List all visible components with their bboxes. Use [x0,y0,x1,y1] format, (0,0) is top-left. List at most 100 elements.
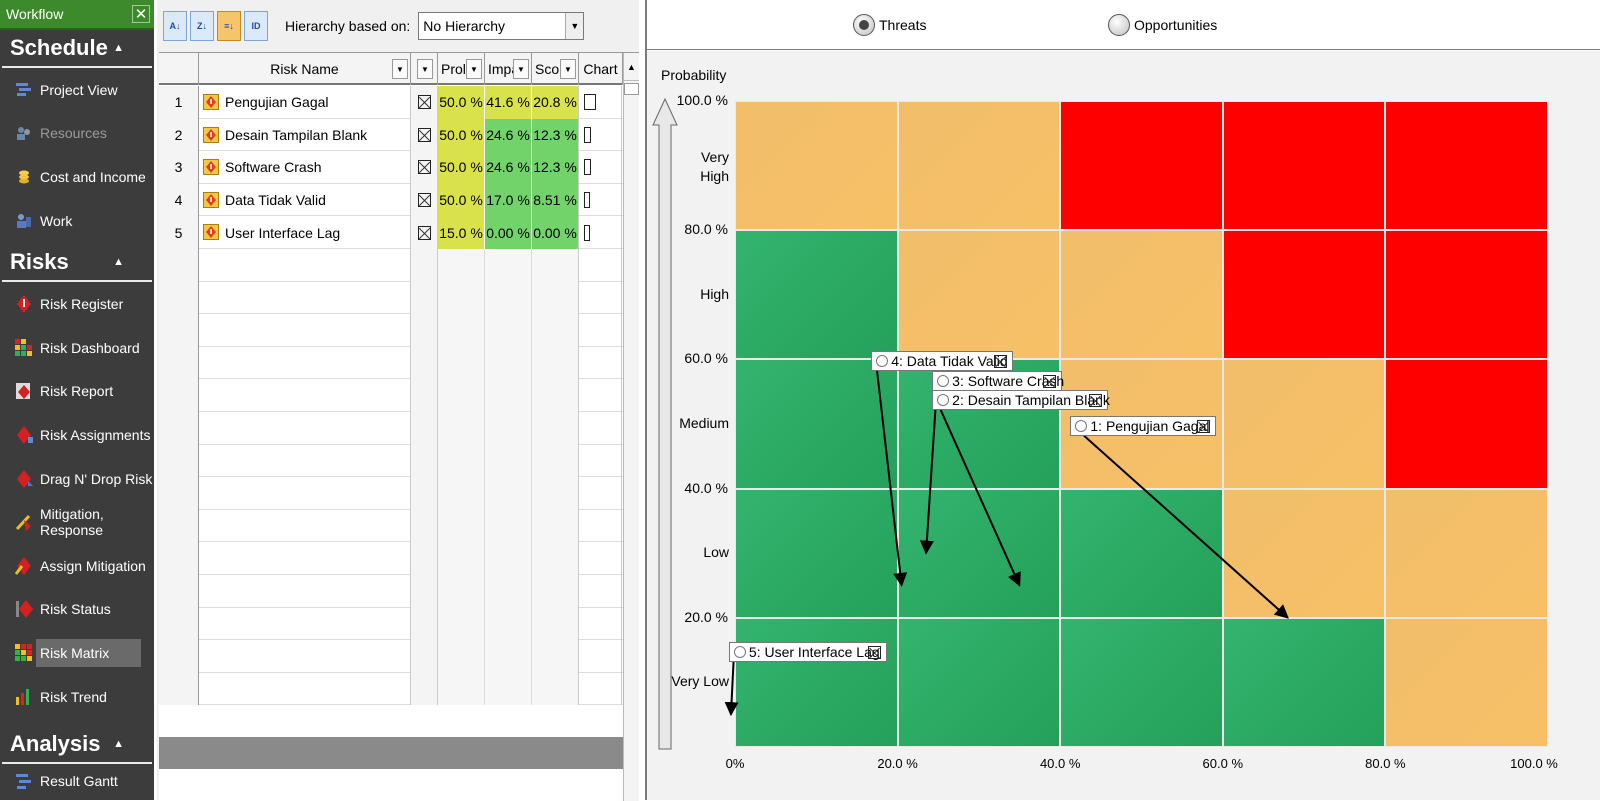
matrix-cell-red[interactable] [1385,230,1548,360]
nav-cost-income[interactable]: Cost and Income [0,155,154,199]
header-impact[interactable]: Impa ▼ [485,53,532,85]
table-row[interactable]: 3 Software Crash 50.0 % 24.6 % 12.3 % [159,151,627,184]
table-row[interactable]: 2 Desain Tampilan Blank 50.0 % 24.6 % 12.3 % [159,118,627,152]
matrix-cell-red[interactable] [1060,101,1223,231]
risk-tag[interactable]: 5: User Interface Lag [728,642,887,663]
sort-id-icon[interactable]: ID [244,11,268,41]
drag-handle-icon[interactable] [937,374,950,387]
filter-dropdown-icon[interactable]: ▼ [560,59,576,79]
close-box-icon[interactable] [1197,420,1211,433]
x-box-icon[interactable] [417,225,431,240]
matrix-cell-red[interactable] [1222,101,1386,231]
radio-opportunities[interactable]: Opportunities [1108,14,1217,36]
matrix-cell-red[interactable] [1385,359,1548,489]
radio-selected-icon[interactable] [853,14,875,36]
matrix-cell-green[interactable] [735,359,898,489]
nav-risk-report[interactable]: Risk Report [0,370,154,414]
scroll-thumb[interactable] [624,83,639,95]
matrix-cell-orange[interactable] [1222,359,1386,489]
nav-assign-mitigation[interactable]: Assign Mitigation [0,544,154,588]
risk-name-cell[interactable]: Data Tidak Valid [199,183,411,217]
x-box-icon[interactable] [417,127,431,142]
matrix-cell-orange[interactable] [735,101,898,231]
x-box-icon[interactable] [417,95,431,110]
row-checkbox[interactable] [411,118,438,152]
header-risk-name[interactable]: Risk Name ▼ [199,53,411,85]
nav-resources[interactable]: Resources [0,112,154,156]
vertical-scrollbar[interactable]: ▲ [623,53,639,801]
nav-risk-dashboard[interactable]: Risk Dashboard [0,326,154,370]
matrix-cell-green[interactable] [897,617,1061,747]
section-analysis[interactable]: Analysis ▲ [2,726,152,765]
hierarchy-select[interactable]: No Hierarchy ▼ [418,12,585,40]
close-box-icon[interactable] [1043,374,1057,388]
matrix-cell-red[interactable] [1385,101,1548,231]
chevron-down-icon[interactable]: ▼ [565,13,584,39]
probability-cell[interactable]: 50.0 % [438,183,485,217]
row-checkbox[interactable] [411,216,438,249]
collapse-arrow-icon[interactable]: ▲ [113,738,124,751]
row-checkbox[interactable] [411,86,438,119]
row-checkbox[interactable] [411,151,438,184]
collapse-arrow-icon[interactable]: ▲ [113,256,124,269]
impact-cell[interactable]: 24.6 % [485,118,532,152]
collapse-arrow-icon[interactable]: ▲ [113,42,124,54]
risk-tag[interactable]: 4: Data Tidak Valid [871,351,1014,372]
filter-dropdown-icon[interactable]: ▼ [466,59,482,79]
nav-work[interactable]: Work [0,199,154,243]
close-box-icon[interactable] [994,355,1008,369]
filter-dropdown-icon[interactable]: ▼ [417,59,433,79]
section-schedule[interactable]: Schedule ▲ [2,30,152,68]
nav-mitigation-response[interactable]: Mitigation, Response [0,500,154,544]
sort-descending-icon[interactable]: Z↓ [190,11,214,41]
section-risks[interactable]: Risks ▲ [2,244,152,283]
matrix-cell-green[interactable] [735,230,898,360]
impact-cell[interactable]: 0.00 % [485,216,532,249]
nav-drag-drop-risk[interactable]: Drag N' Drop Risk [0,457,154,501]
matrix-cell-orange[interactable] [897,230,1061,360]
sort-custom-icon[interactable]: ≡↓ [217,11,241,41]
drag-handle-icon[interactable] [733,646,746,659]
table-row[interactable]: 5 User Interface Lag 15.0 % 0.00 % 0.00 % [159,216,627,249]
drag-handle-icon[interactable] [937,394,950,407]
nav-project-view[interactable]: Project View [0,68,154,112]
risk-name-cell[interactable]: Desain Tampilan Blank [199,118,411,152]
drag-handle-icon[interactable] [876,355,889,368]
probability-cell[interactable]: 50.0 % [438,118,485,152]
probability-cell[interactable]: 15.0 % [438,216,485,249]
scroll-up-icon[interactable]: ▲ [624,53,639,81]
risk-tag[interactable]: 2: Desain Tampilan Blank [932,390,1110,411]
radio-unselected-icon[interactable] [1108,14,1130,36]
close-icon[interactable]: ✕ [132,5,150,23]
sort-ascending-icon[interactable]: A↓ [163,11,187,41]
matrix-cell-orange[interactable] [1222,488,1386,618]
row-checkbox[interactable] [411,183,438,217]
impact-cell[interactable]: 17.0 % [485,183,532,217]
matrix-cell-green[interactable] [1060,488,1223,618]
probability-cell[interactable]: 50.0 % [438,151,485,184]
table-row[interactable]: 4 Data Tidak Valid 50.0 % 17.0 % 8.51 % [159,183,627,217]
x-box-icon[interactable] [417,193,431,208]
risk-tag[interactable]: 3: Software Crash [932,370,1064,391]
radio-threats[interactable]: Threats [853,14,926,36]
matrix-cell-red[interactable] [1222,230,1386,360]
matrix-cell-green[interactable] [1222,617,1386,747]
matrix-cell-orange[interactable] [897,101,1061,231]
matrix-cell-green[interactable] [1060,617,1223,747]
nav-risk-register[interactable]: Risk Register [0,282,154,326]
risk-name-cell[interactable]: User Interface Lag [199,216,411,249]
drag-handle-icon[interactable] [1075,420,1088,432]
impact-cell[interactable]: 41.6 % [485,86,532,119]
risk-name-cell[interactable]: Pengujian Gagal [199,86,411,119]
filter-dropdown-icon[interactable]: ▼ [513,59,529,79]
close-box-icon[interactable] [1089,394,1103,408]
impact-cell[interactable]: 24.6 % [485,151,532,184]
table-row[interactable]: 1 Pengujian Gagal 50.0 % 41.6 % 20.8 % [159,86,627,119]
matrix-cell-green[interactable] [735,617,898,747]
header-score[interactable]: Sco ▼ [532,53,579,85]
header-filter[interactable]: ▼ [411,53,438,85]
nav-risk-assignments[interactable]: Risk Assignments [0,413,154,457]
x-box-icon[interactable] [417,160,431,175]
risk-name-cell[interactable]: Software Crash [199,151,411,184]
nav-risk-matrix[interactable]: Risk Matrix [0,631,154,675]
